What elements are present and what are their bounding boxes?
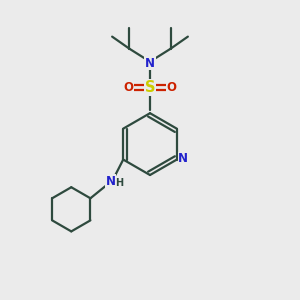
- Text: O: O: [124, 81, 134, 94]
- Text: N: N: [145, 57, 155, 70]
- Text: N: N: [106, 175, 116, 188]
- Text: H: H: [115, 178, 123, 188]
- Text: S: S: [145, 80, 155, 95]
- Text: O: O: [166, 81, 176, 94]
- Text: N: N: [178, 152, 188, 166]
